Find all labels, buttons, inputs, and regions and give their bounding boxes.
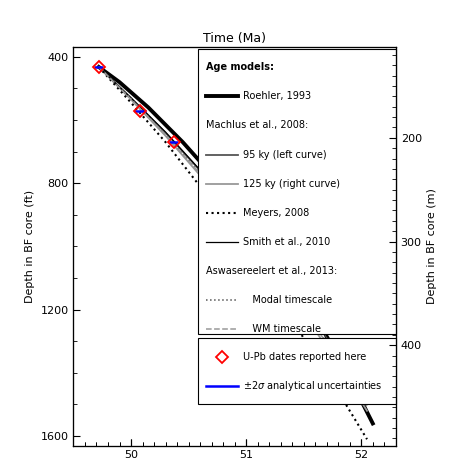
Text: 125 ky (right curve): 125 ky (right curve) bbox=[243, 179, 340, 189]
Text: U-Pb dates reported here: U-Pb dates reported here bbox=[243, 352, 366, 362]
Text: Aswasereelert et al., 2013:: Aswasereelert et al., 2013: bbox=[206, 266, 337, 276]
Text: Meyers, 2008: Meyers, 2008 bbox=[243, 208, 309, 218]
Text: Modal timescale: Modal timescale bbox=[243, 295, 332, 305]
Text: $\pm$2$\sigma$ analytical uncertainties: $\pm$2$\sigma$ analytical uncertainties bbox=[243, 379, 382, 392]
Text: 95 ky (left curve): 95 ky (left curve) bbox=[243, 149, 326, 160]
Bar bbox=[198, 49, 396, 334]
Text: Machlus et al., 2008:: Machlus et al., 2008: bbox=[206, 120, 308, 130]
X-axis label: Time (Ma): Time (Ma) bbox=[203, 32, 266, 45]
Text: Roehler, 1993: Roehler, 1993 bbox=[243, 91, 311, 101]
Y-axis label: Depth in BF core (m): Depth in BF core (m) bbox=[428, 189, 438, 304]
Text: WM timescale: WM timescale bbox=[243, 324, 321, 334]
Y-axis label: Depth in BF core (ft): Depth in BF core (ft) bbox=[25, 190, 35, 303]
Text: Age models:: Age models: bbox=[206, 62, 273, 73]
Text: Smith et al., 2010: Smith et al., 2010 bbox=[243, 237, 330, 246]
Bar bbox=[198, 337, 396, 404]
